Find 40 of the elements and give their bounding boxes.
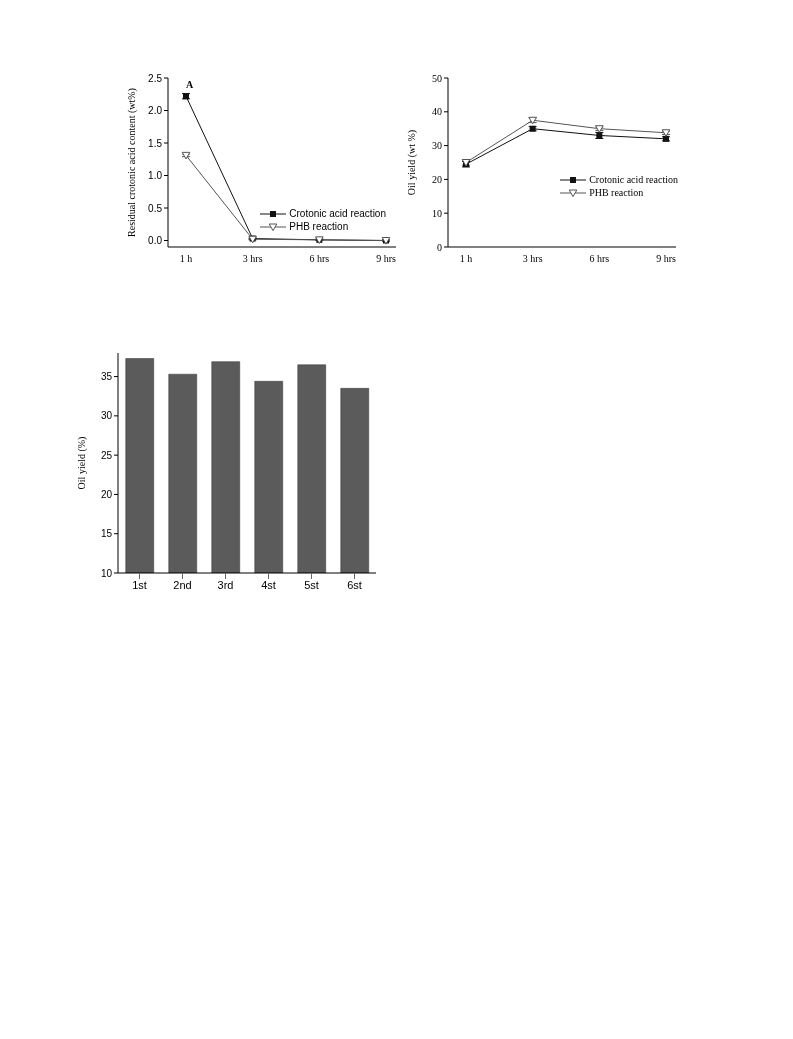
x-tick-label: 6 hrs — [309, 253, 330, 265]
x-tick-label: 4st — [261, 578, 276, 591]
y-tick-label: 1.5 — [148, 137, 163, 149]
y-tick-label: 2.5 — [148, 72, 163, 84]
x-tick-label: 3 hrs — [522, 253, 543, 265]
y-tick-label: 15 — [100, 528, 113, 540]
y-tick-label: 20 — [432, 173, 442, 185]
y-tick-label: 25 — [100, 449, 113, 461]
y-tick-label: 20 — [100, 488, 113, 500]
x-tick-label: 3rd — [217, 578, 234, 591]
y-tick-label: 10 — [432, 207, 442, 219]
y-tick-label: 0.5 — [148, 202, 163, 214]
y-axis-title: Residual crotonic acid content (wt%) — [125, 88, 138, 237]
legend-label: Crotonic acid reaction — [289, 208, 386, 219]
x-tick-label: 9 hrs — [376, 253, 396, 265]
legend-label: Crotonic acid reaction — [589, 174, 678, 185]
x-tick-label: 1st — [132, 578, 147, 591]
y-tick-label: 30 — [100, 410, 113, 422]
x-tick-label: 6 hrs — [589, 253, 610, 265]
y-tick-label: 2.0 — [148, 105, 163, 117]
x-tick-label: 6st — [347, 578, 362, 591]
x-tick-label: 9 hrs — [656, 253, 676, 265]
x-tick-label: 3 hrs — [242, 253, 263, 265]
y-tick-label: 10 — [100, 567, 113, 579]
y-tick-label: 30 — [432, 140, 442, 152]
x-tick-label: 1 h — [459, 253, 473, 265]
annotation: A — [186, 79, 194, 90]
y-tick-label: 0 — [437, 241, 442, 253]
legend-label: PHB reaction — [589, 187, 644, 198]
y-axis-title: Oil yield (%) — [75, 436, 88, 490]
y-tick-label: 50 — [432, 72, 442, 84]
x-tick-label: 5st — [304, 578, 319, 591]
x-tick-label: 1 h — [179, 253, 193, 265]
y-axis-title: Oil yield (wt %) — [405, 129, 418, 196]
y-tick-label: 40 — [432, 106, 442, 118]
y-tick-label: 1.0 — [148, 170, 163, 182]
x-tick-label: 2nd — [173, 578, 192, 591]
y-tick-label: 35 — [100, 371, 113, 383]
y-tick-label: 0.0 — [148, 235, 163, 247]
legend-label: PHB reaction — [289, 221, 349, 232]
